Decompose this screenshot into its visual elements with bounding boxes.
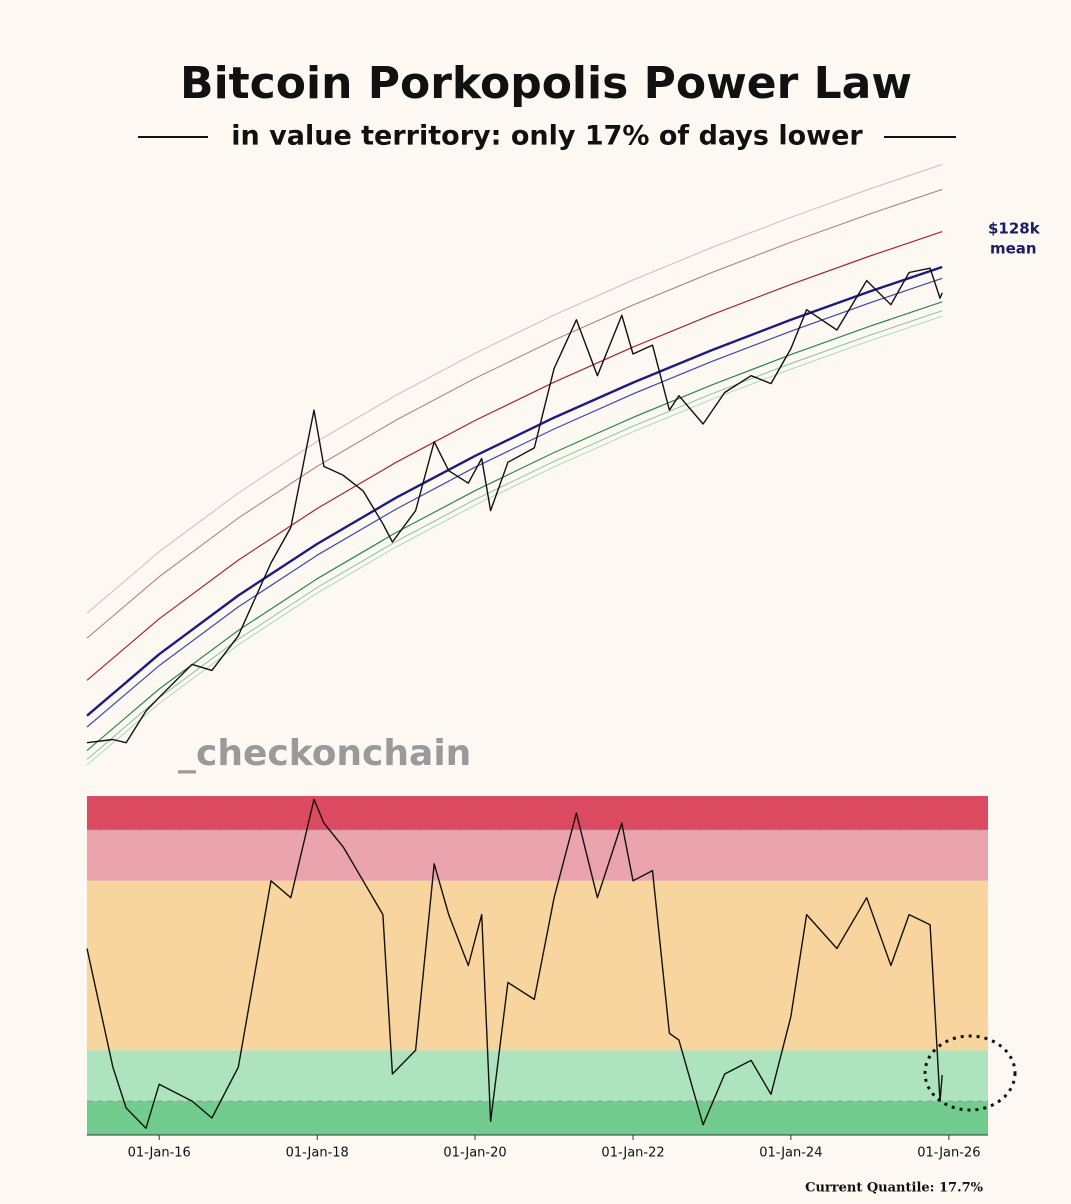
series-line — [86, 231, 943, 681]
series-line — [86, 301, 943, 752]
annotation: mean — [990, 240, 1037, 258]
chart-subtitle: in value territory: only 17% of days low… — [231, 121, 863, 152]
zone — [87, 796, 988, 830]
annotation: $128k — [988, 220, 1041, 238]
x-tick-label: 01-Jan-20 — [443, 1146, 506, 1161]
x-tick-label: 01-Jan-18 — [286, 1146, 349, 1161]
chart-title: Bitcoin Porkopolis Power Law — [180, 58, 912, 109]
lower-plot: 01-Jan-16 01-Jan-18 01-Jan-20 01-Jan-22 01-J… — [86, 796, 988, 1161]
zone — [87, 880, 988, 1051]
series-line — [86, 315, 943, 766]
series-line — [86, 310, 943, 760]
x-tick-label: 01-Jan-26 — [917, 1146, 980, 1161]
series-line — [86, 163, 943, 614]
zone — [87, 1050, 988, 1102]
zone — [87, 829, 988, 881]
series-line — [86, 188, 943, 639]
upper-plot — [86, 163, 943, 766]
zone — [87, 1101, 988, 1135]
x-tick-label: 01-Jan-24 — [759, 1146, 822, 1161]
footer: Current Quantile: 17.7% — [805, 1181, 984, 1196]
series-line — [86, 277, 943, 728]
x-tick-label: 01-Jan-16 — [128, 1146, 191, 1161]
watermark: _checkonchain — [178, 733, 471, 774]
x-tick-label: 01-Jan-22 — [601, 1146, 664, 1161]
series-line — [86, 798, 943, 1129]
highlight-circle — [923, 1034, 1017, 1112]
series-line — [86, 267, 943, 744]
